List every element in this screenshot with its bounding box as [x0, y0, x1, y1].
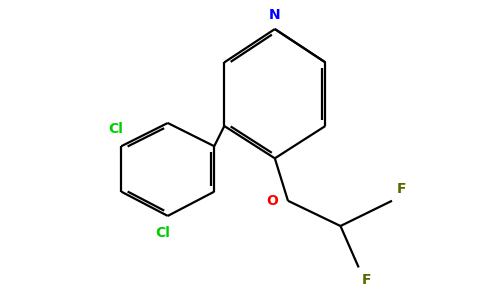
Text: Cl: Cl [108, 122, 123, 136]
Text: F: F [396, 182, 406, 196]
Text: F: F [362, 273, 371, 287]
Text: Cl: Cl [155, 226, 169, 240]
Text: N: N [269, 8, 281, 22]
Text: O: O [266, 194, 278, 208]
